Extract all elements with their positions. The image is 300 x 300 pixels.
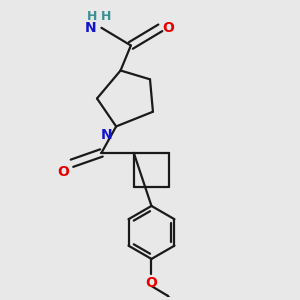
Text: O: O — [146, 276, 158, 290]
Text: O: O — [57, 165, 69, 179]
Text: H: H — [87, 11, 97, 23]
Text: O: O — [163, 21, 175, 35]
Text: H: H — [101, 11, 111, 23]
Text: N: N — [85, 21, 96, 35]
Text: N: N — [101, 128, 112, 142]
